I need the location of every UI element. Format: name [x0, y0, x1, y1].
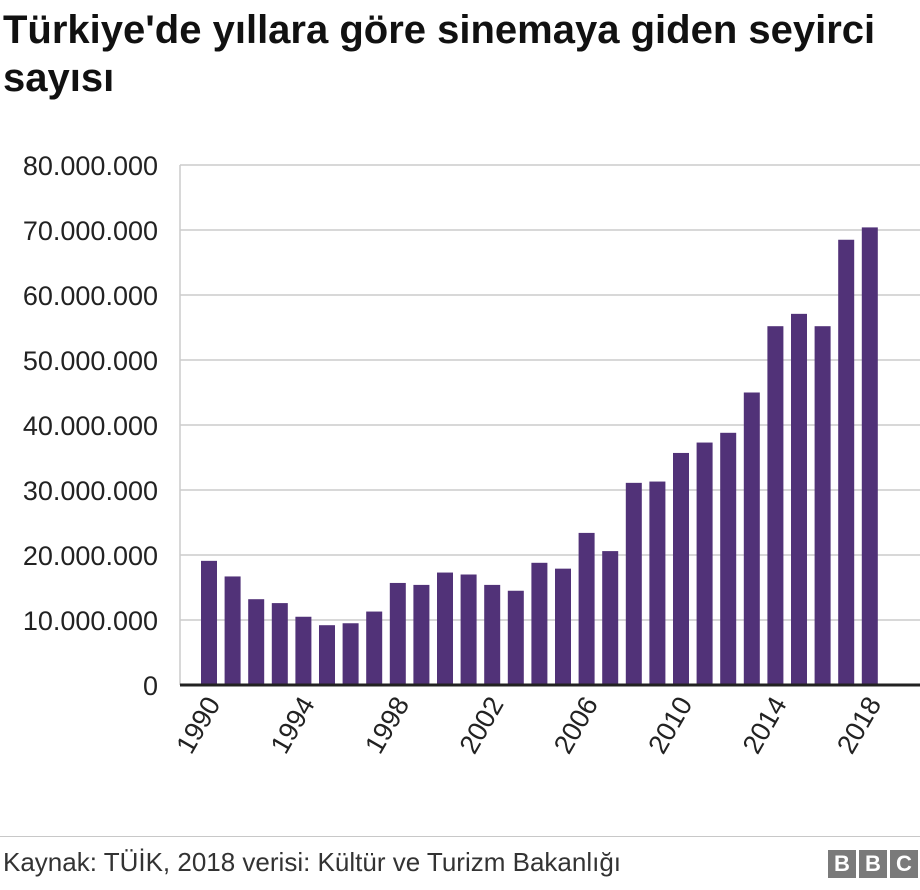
bar-2008: [625, 482, 642, 685]
bar-2004: [531, 562, 548, 685]
bar-2002: [484, 584, 501, 685]
bar-2003: [507, 590, 524, 685]
footer-divider: [0, 836, 920, 837]
y-tick-label: 50.000.000: [23, 346, 158, 376]
x-tick-label: 2014: [737, 692, 793, 759]
x-axis-tick-labels: 1990 1994 1998 2002 2006 2010 2014 2018: [170, 692, 887, 759]
bar-2012: [720, 432, 737, 685]
bar-2017: [838, 239, 855, 685]
source-note: Kaynak: TÜİK, 2018 verisi: Kültür ve Tur…: [3, 847, 622, 877]
bar-2018: [861, 227, 878, 685]
bar-2015: [791, 313, 807, 685]
bar-1995: [319, 625, 335, 685]
bar-1990: [201, 560, 217, 685]
bbc-logo-letter-1: B: [828, 850, 856, 878]
y-tick-label: 70.000.000: [23, 216, 158, 246]
bar-1999: [413, 584, 430, 685]
bar-1992: [248, 599, 265, 685]
bar-2007: [602, 551, 619, 685]
bar-2005: [555, 568, 571, 685]
y-tick-label: 30.000.000: [23, 476, 158, 506]
bar-2001: [460, 574, 477, 685]
bars: [201, 227, 878, 685]
bar-1998: [389, 582, 406, 685]
y-tick-label: 0: [143, 671, 158, 701]
bar-1993: [271, 603, 288, 685]
bar-1994: [295, 616, 312, 685]
bar-2010: [673, 452, 689, 685]
bar-2011: [696, 442, 713, 685]
x-tick-label: 2002: [454, 692, 510, 759]
bar-chart: 0 10.000.000 20.000.000 30.000.000 40.000.00…: [23, 151, 920, 759]
y-tick-label: 20.000.000: [23, 541, 158, 571]
bar-2009: [649, 481, 666, 685]
bar-2013: [743, 392, 760, 685]
bar-1991: [224, 576, 241, 685]
chart-title: Türkiye'de yıllara göre sinemaya giden s…: [3, 8, 876, 100]
y-tick-label: 60.000.000: [23, 281, 158, 311]
gridlines: [179, 164, 920, 685]
x-tick-label: 1998: [359, 692, 415, 759]
y-tick-label: 80.000.000: [23, 151, 158, 181]
x-tick-label: 1990: [170, 692, 226, 759]
x-tick-label: 2010: [642, 692, 698, 759]
bar-1996: [342, 623, 359, 685]
bar-2006: [578, 532, 595, 685]
bbc-logo-letter-2: B: [859, 850, 887, 878]
bar-2016: [814, 326, 831, 685]
y-tick-label: 40.000.000: [23, 411, 158, 441]
bar-2000: [437, 572, 453, 685]
x-tick-label: 2018: [831, 692, 887, 759]
x-tick-label: 2006: [548, 692, 604, 759]
bar-2014: [767, 326, 784, 685]
y-tick-label: 10.000.000: [23, 606, 158, 636]
bbc-logo-letter-3: C: [890, 850, 918, 878]
x-tick-label: 1994: [265, 692, 321, 759]
y-axis-tick-labels: 0 10.000.000 20.000.000 30.000.000 40.000.00…: [23, 151, 158, 701]
bar-1997: [366, 611, 383, 685]
